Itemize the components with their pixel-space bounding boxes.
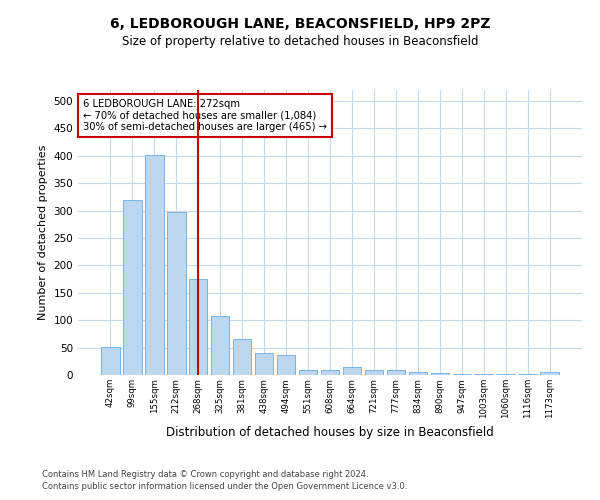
Bar [123,200,142,375]
Bar [101,346,119,375]
Bar [167,212,185,375]
Text: 6 LEDBOROUGH LANE: 272sqm
← 70% of detached houses are smaller (1,084)
30% of se: 6 LEDBOROUGH LANE: 272sqm ← 70% of detac… [83,98,327,132]
Bar [211,316,229,375]
Text: Size of property relative to detached houses in Beaconsfield: Size of property relative to detached ho… [122,35,478,48]
Bar [189,279,208,375]
Text: Contains public sector information licensed under the Open Government Licence v3: Contains public sector information licen… [42,482,407,491]
Bar [233,340,251,375]
X-axis label: Distribution of detached houses by size in Beaconsfield: Distribution of detached houses by size … [166,426,494,440]
Bar [365,370,383,375]
Bar [320,370,340,375]
Bar [496,374,515,375]
Bar [431,374,449,375]
Bar [277,356,295,375]
Text: Contains HM Land Registry data © Crown copyright and database right 2024.: Contains HM Land Registry data © Crown c… [42,470,368,479]
Y-axis label: Number of detached properties: Number of detached properties [38,145,48,320]
Text: 6, LEDBOROUGH LANE, BEACONSFIELD, HP9 2PZ: 6, LEDBOROUGH LANE, BEACONSFIELD, HP9 2P… [110,18,490,32]
Bar [409,372,427,375]
Bar [452,374,471,375]
Bar [299,370,317,375]
Bar [386,370,405,375]
Bar [145,154,164,375]
Bar [255,353,274,375]
Bar [343,367,361,375]
Bar [541,372,559,375]
Bar [475,374,493,375]
Bar [518,374,537,375]
